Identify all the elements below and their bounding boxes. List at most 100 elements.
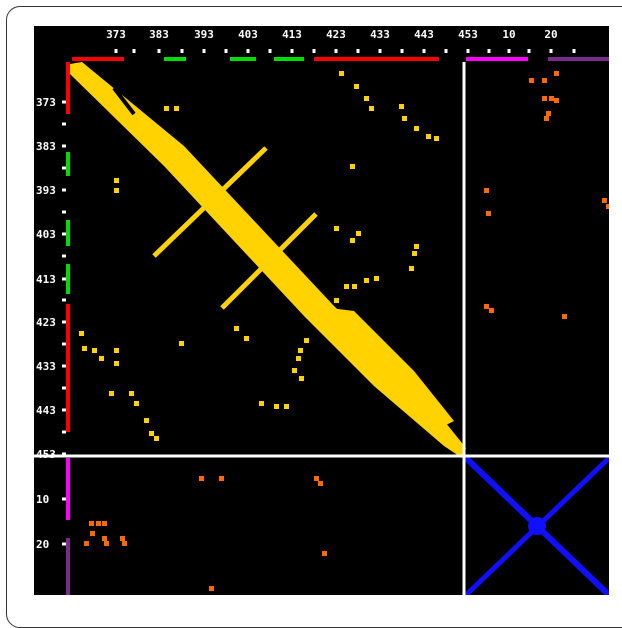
contact-points <box>70 62 609 595</box>
contact-point-a-20 <box>109 391 114 396</box>
contact-point-inter-11 <box>606 204 609 209</box>
contact-point-inter-22 <box>90 531 95 536</box>
x-tick-mark-2 <box>202 49 206 53</box>
contact-point-a-17 <box>99 356 104 361</box>
contact-point-a-19 <box>114 361 119 366</box>
contact-point-a-34 <box>296 356 301 361</box>
contact-point-a-5 <box>402 116 407 121</box>
contact-point-a-26 <box>179 341 184 346</box>
y-tick-label-10: 10 <box>36 493 49 506</box>
x-structure-segment-1 <box>164 57 186 61</box>
contact-point-a-21 <box>129 391 134 396</box>
contact-point-a-27 <box>234 326 239 331</box>
x-tick-label-393: 393 <box>194 28 214 41</box>
contact-point-a-45 <box>356 231 361 236</box>
contact-point-a-43 <box>412 251 417 256</box>
contact-point-inter-3 <box>542 96 547 101</box>
contact-point-a-1 <box>354 84 359 89</box>
y-axis-secondary-structure <box>66 62 70 595</box>
x-structure-segment-6 <box>548 57 609 61</box>
contact-point-a-0 <box>339 71 344 76</box>
contact-point-a-2 <box>364 96 369 101</box>
y-structure-segment-4 <box>66 304 70 432</box>
y-tick-mark-7 <box>62 408 66 412</box>
contact-point-a-40 <box>364 278 369 283</box>
x-tick-label-453: 453 <box>458 28 478 41</box>
contact-point-inter-8 <box>484 188 489 193</box>
x-structure-segment-3 <box>274 57 304 61</box>
x-tick-mark-15 <box>312 49 316 53</box>
y-structure-segment-0 <box>66 62 70 114</box>
contact-point-a-30 <box>274 404 279 409</box>
y-tick-mark-6 <box>62 364 66 368</box>
contact-point-inter-18 <box>318 481 323 486</box>
y-axis-ticks <box>62 100 66 546</box>
contact-point-a-16 <box>92 348 97 353</box>
contact-point-inter-28 <box>322 551 327 556</box>
contact-point-a-31 <box>284 404 289 409</box>
x-tick-mark-9 <box>507 49 511 53</box>
y-tick-mark-13 <box>62 210 66 214</box>
contact-point-inter-16 <box>219 476 224 481</box>
contact-point-a-13 <box>350 164 355 169</box>
contact-point-a-35 <box>298 348 303 353</box>
y-tick-mark-4 <box>62 277 66 281</box>
x-structure-segment-5 <box>466 57 528 61</box>
x-tick-mark-1 <box>157 49 161 53</box>
x-tick-mark-10 <box>549 49 553 53</box>
y-tick-label-443: 443 <box>36 404 56 417</box>
y-structure-segment-6 <box>66 538 70 595</box>
contact-point-inter-15 <box>199 476 204 481</box>
contact-point-a-14 <box>79 331 84 336</box>
x-tick-mark-16 <box>356 49 360 53</box>
y-tick-label-453: 453 <box>36 448 56 461</box>
x-tick-mark-5 <box>334 49 338 53</box>
x-structure-segment-2 <box>230 57 256 61</box>
contact-point-inter-19 <box>89 521 94 526</box>
contact-point-a-47 <box>334 226 339 231</box>
y-tick-mark-15 <box>62 298 66 302</box>
chain-b-crossing-node <box>528 517 546 535</box>
x-tick-mark-19 <box>487 49 491 53</box>
y-structure-segment-5 <box>66 458 70 520</box>
contact-point-a-39 <box>352 284 357 289</box>
contact-point-a-9 <box>114 178 119 183</box>
y-tick-mark-12 <box>62 166 66 170</box>
x-axis-ticks <box>114 49 576 53</box>
contact-point-a-3 <box>369 106 374 111</box>
contact-point-a-10 <box>114 188 119 193</box>
contact-point-a-12 <box>174 106 179 111</box>
contact-point-inter-6 <box>546 111 551 116</box>
contact-point-inter-24 <box>104 541 109 546</box>
contact-point-inter-0 <box>529 78 534 83</box>
contact-point-a-4 <box>399 104 404 109</box>
x-structure-segment-0 <box>72 57 124 61</box>
contact-point-a-6 <box>414 126 419 131</box>
diagonal-gap-mark <box>112 86 136 116</box>
contact-point-a-15 <box>82 346 87 351</box>
y-tick-label-423: 423 <box>36 316 56 329</box>
contact-point-inter-26 <box>120 536 125 541</box>
x-structure-segment-4 <box>314 57 439 61</box>
x-tick-mark-0 <box>114 49 118 53</box>
y-tick-mark-1 <box>62 144 66 148</box>
contact-point-inter-5 <box>554 98 559 103</box>
contact-point-a-44 <box>414 244 419 249</box>
x-tick-label-383: 383 <box>149 28 169 41</box>
contact-point-inter-2 <box>554 71 559 76</box>
y-structure-segment-3 <box>66 264 70 294</box>
x-tick-label-413: 413 <box>282 28 302 41</box>
x-tick-label-20: 20 <box>544 28 557 41</box>
contact-point-inter-10 <box>602 198 607 203</box>
y-tick-mark-2 <box>62 188 66 192</box>
y-tick-label-393: 393 <box>36 184 56 197</box>
x-tick-label-373: 373 <box>106 28 126 41</box>
contact-point-inter-27 <box>122 541 127 546</box>
x-tick-label-403: 403 <box>238 28 258 41</box>
contact-point-inter-7 <box>544 116 549 121</box>
y-tick-label-20: 20 <box>36 538 49 551</box>
x-tick-label-433: 433 <box>370 28 390 41</box>
contact-point-inter-13 <box>489 308 494 313</box>
contact-point-inter-29 <box>209 586 214 591</box>
x-tick-label-443: 443 <box>414 28 434 41</box>
